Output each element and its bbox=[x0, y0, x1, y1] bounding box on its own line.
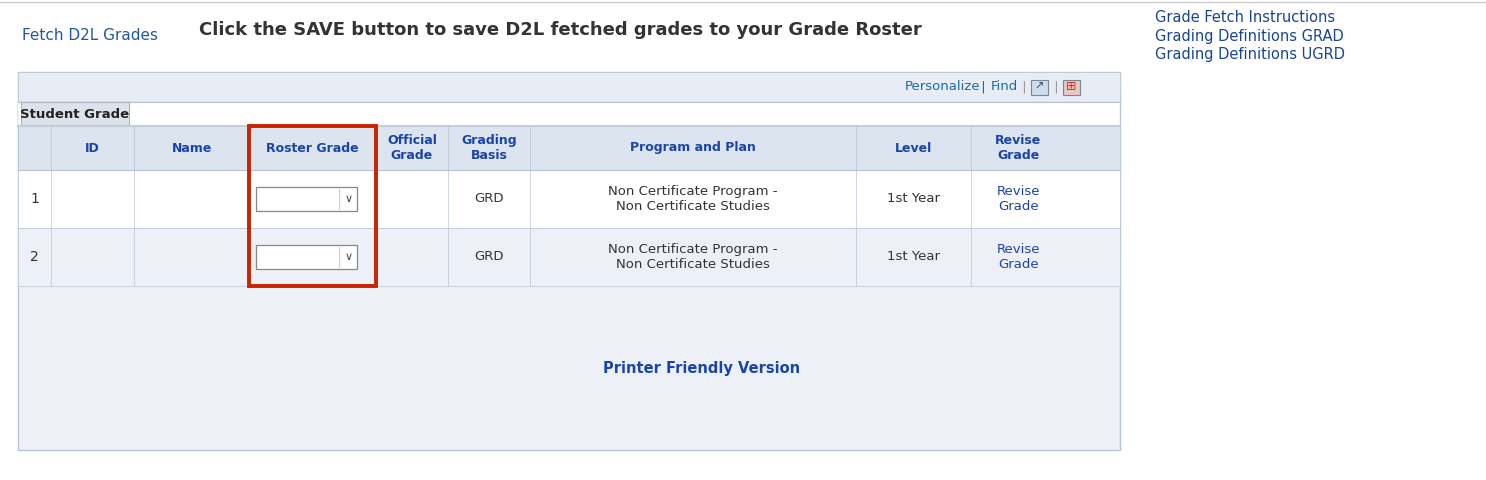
Text: ↗: ↗ bbox=[1034, 82, 1043, 92]
Text: Non Certificate Program -
Non Certificate Studies: Non Certificate Program - Non Certificat… bbox=[608, 185, 777, 213]
Text: Revise
Grade: Revise Grade bbox=[996, 134, 1042, 162]
Text: ∨: ∨ bbox=[345, 194, 352, 204]
Bar bbox=[18, 72, 1120, 450]
Text: |: | bbox=[1018, 81, 1031, 94]
Text: |: | bbox=[1051, 81, 1062, 94]
Text: Grading Definitions UGRD: Grading Definitions UGRD bbox=[1155, 47, 1345, 61]
Text: 1st Year: 1st Year bbox=[887, 251, 939, 264]
Bar bbox=[250, 126, 376, 286]
Bar bbox=[1031, 80, 1048, 95]
Bar bbox=[256, 187, 357, 211]
Text: Name: Name bbox=[171, 142, 211, 155]
Bar bbox=[18, 102, 1120, 126]
Text: Official
Grade: Official Grade bbox=[386, 134, 437, 162]
Text: Revise
Grade: Revise Grade bbox=[996, 185, 1040, 213]
Text: GRD: GRD bbox=[474, 251, 504, 264]
Text: Personalize: Personalize bbox=[905, 81, 981, 94]
Text: 1st Year: 1st Year bbox=[887, 192, 939, 205]
Text: Non Certificate Program -
Non Certificate Studies: Non Certificate Program - Non Certificat… bbox=[608, 243, 777, 271]
Text: 2: 2 bbox=[30, 250, 39, 264]
Text: Level: Level bbox=[895, 142, 932, 155]
Text: Printer Friendly Version: Printer Friendly Version bbox=[603, 360, 799, 375]
Text: Find: Find bbox=[991, 81, 1018, 94]
Text: |: | bbox=[976, 81, 990, 94]
Text: Fetch D2L Grades: Fetch D2L Grades bbox=[22, 27, 158, 43]
Text: Program and Plan: Program and Plan bbox=[630, 142, 756, 155]
Text: GRD: GRD bbox=[474, 192, 504, 205]
Text: Revise
Grade: Revise Grade bbox=[996, 243, 1040, 271]
Text: Student Grade: Student Grade bbox=[21, 108, 129, 120]
Text: 1: 1 bbox=[30, 192, 39, 206]
Text: Grade Fetch Instructions: Grade Fetch Instructions bbox=[1155, 11, 1334, 25]
Bar bbox=[18, 228, 1120, 286]
Text: Grading Definitions GRAD: Grading Definitions GRAD bbox=[1155, 28, 1343, 44]
Bar bbox=[18, 126, 1120, 170]
Text: Roster Grade: Roster Grade bbox=[266, 142, 360, 155]
Text: ⊞: ⊞ bbox=[1065, 81, 1076, 94]
Text: Click the SAVE button to save D2L fetched grades to your Grade Roster: Click the SAVE button to save D2L fetche… bbox=[199, 21, 921, 39]
Bar bbox=[21, 102, 129, 125]
Bar bbox=[18, 72, 1120, 102]
Text: Grading
Basis: Grading Basis bbox=[461, 134, 517, 162]
Bar bbox=[1062, 80, 1080, 95]
Bar bbox=[256, 245, 357, 269]
Text: ∨: ∨ bbox=[345, 252, 352, 262]
Text: ID: ID bbox=[85, 142, 100, 155]
Bar bbox=[18, 170, 1120, 228]
